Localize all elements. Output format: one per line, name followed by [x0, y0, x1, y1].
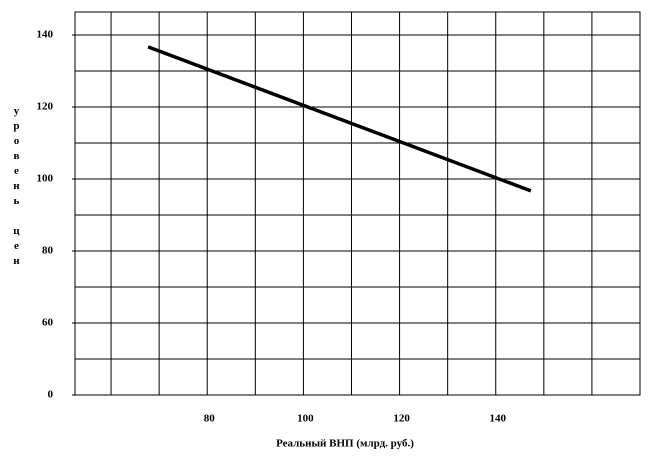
y-tick-label: 120 — [37, 101, 54, 113]
y-tick-label: 60 — [42, 317, 54, 329]
x-tick-label: 100 — [297, 413, 314, 425]
y-tick-label: 80 — [42, 245, 54, 257]
plot-frame — [74, 11, 641, 396]
x-tick-label: 120 — [393, 413, 410, 425]
y-axis-label: уровень цен — [10, 105, 22, 270]
x-axis-label: Реальный ВНП (млрд. руб.) — [276, 438, 414, 450]
y-tick-label: 140 — [37, 29, 54, 41]
x-tick-label: 80 — [204, 413, 216, 425]
x-tick-label: 140 — [489, 413, 506, 425]
y-tick-label: 100 — [37, 173, 54, 185]
data-line — [147, 45, 532, 193]
y-tick-label: 0 — [48, 389, 54, 401]
